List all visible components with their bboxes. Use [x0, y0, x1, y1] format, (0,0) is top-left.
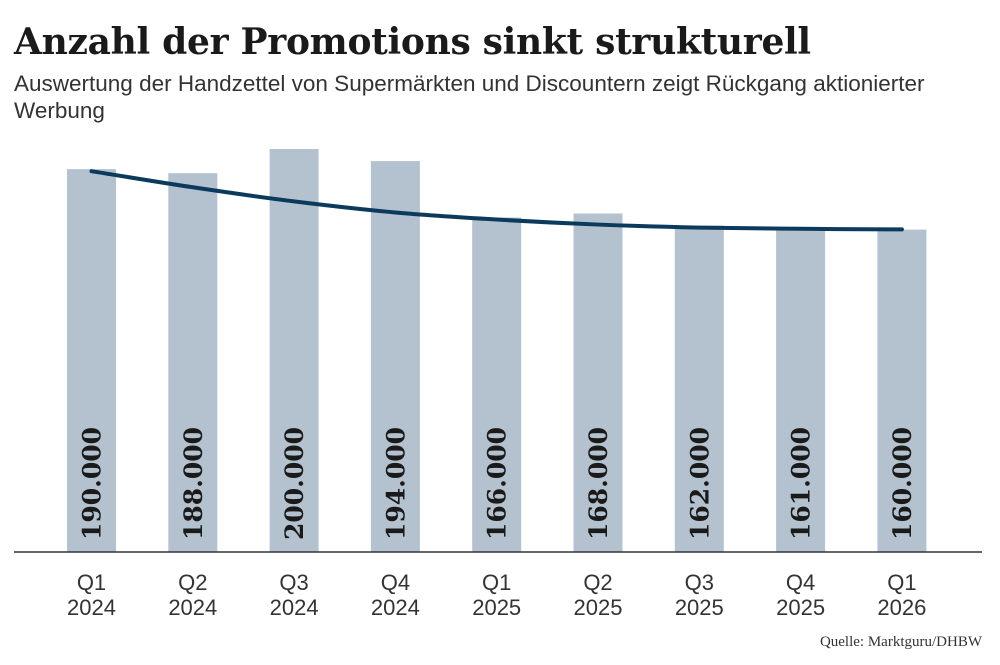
x-tick-label-8-year: 2026 — [877, 595, 926, 620]
bar-0 — [67, 169, 116, 552]
data-label-1: 188.000 — [179, 427, 208, 540]
x-tick-label-2-quarter: Q3 — [279, 570, 308, 595]
data-label-8: 160.000 — [888, 427, 917, 540]
data-label-2: 200.000 — [280, 427, 309, 540]
bar-1 — [168, 173, 218, 552]
data-label-7: 161.000 — [787, 427, 816, 540]
source-note: Quelle: Marktguru/DHBW — [819, 634, 982, 650]
data-label-5: 168.000 — [584, 427, 613, 540]
bar-6 — [674, 225, 724, 552]
chart-subtitle: Auswertung der Handzettel von Supermärkt… — [14, 71, 925, 123]
x-tick-label-1-quarter: Q2 — [178, 570, 207, 595]
x-tick-label-7-year: 2025 — [776, 595, 825, 620]
chart-title: Anzahl der Promotions sinkt strukturell — [14, 21, 811, 63]
x-tick-label-5-year: 2025 — [574, 595, 623, 620]
x-tick-label-0-year: 2024 — [67, 595, 116, 620]
trend-line — [89, 169, 904, 232]
x-tick-label-3-quarter: Q4 — [381, 570, 410, 595]
x-tick-label-1-year: 2024 — [168, 595, 217, 620]
data-label-0: 190.000 — [78, 427, 107, 540]
x-tick-label-5-quarter: Q2 — [583, 570, 612, 595]
x-tick-label-6-quarter: Q3 — [685, 570, 714, 595]
x-tick-label-0-quarter: Q1 — [77, 570, 106, 595]
x-tick-label-4-year: 2025 — [472, 595, 521, 620]
bar-2 — [269, 149, 319, 552]
data-label-6: 162.000 — [685, 427, 714, 540]
x-tick-label-2-year: 2024 — [270, 595, 319, 620]
bar-8 — [877, 229, 927, 552]
data-label-4: 166.000 — [483, 427, 512, 540]
bar-3 — [370, 161, 420, 552]
x-tick-label-3-year: 2024 — [371, 595, 420, 620]
x-tick-label-6-year: 2025 — [675, 595, 724, 620]
x-tick-label-4-quarter: Q1 — [482, 570, 511, 595]
x-tick-label-7-quarter: Q4 — [786, 570, 815, 595]
data-label-3: 194.000 — [381, 427, 410, 540]
bar-5 — [573, 213, 623, 553]
bar-7 — [776, 227, 826, 552]
x-tick-label-8-quarter: Q1 — [887, 570, 916, 595]
bar-4 — [472, 217, 522, 552]
